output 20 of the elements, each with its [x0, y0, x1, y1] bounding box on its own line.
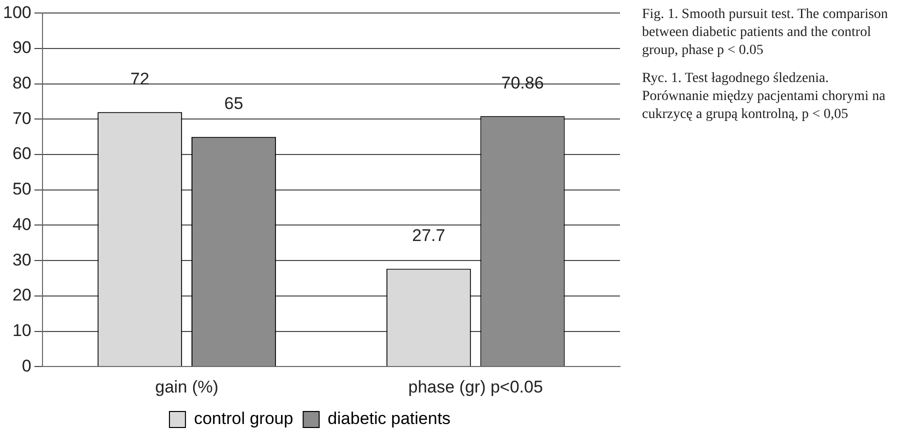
legend-label: control group [194, 409, 294, 428]
y-tick-label: 80 [12, 74, 32, 93]
y-tick-label: 90 [12, 38, 32, 58]
y-tick-label: 100 [2, 2, 32, 22]
caption: Fig. 1. Smooth pursuit test. The comparison between diabetic patients and the control group, phase p < 0.05 [642, 6, 889, 60]
x-tick-label: gain (%) [155, 377, 218, 396]
y-tick-label: 10 [12, 320, 32, 340]
data-label: 65 [224, 94, 244, 114]
y-tick-label: 20 [12, 286, 32, 305]
y-tick-label: 40 [12, 214, 32, 234]
y-tick-label: 50 [12, 180, 32, 199]
y-tick-label: 0 [22, 356, 32, 376]
x-tick-label: phase (gr) p<0.05 [408, 377, 543, 396]
data-label: 27.7 [412, 226, 446, 245]
y-tick-label: 60 [12, 144, 32, 164]
legend-label: diabetic patients [328, 409, 451, 428]
y-tick-label: 70 [12, 108, 32, 128]
y-tick-label: 30 [12, 250, 32, 270]
data-label: 72 [130, 69, 150, 88]
text: Ryc. 1. Test łagodnego śledzenia. Porównanie między pacjentami chorymi na cukrzycę a grupą kontrolną, p < 0,05 [642, 70, 886, 124]
